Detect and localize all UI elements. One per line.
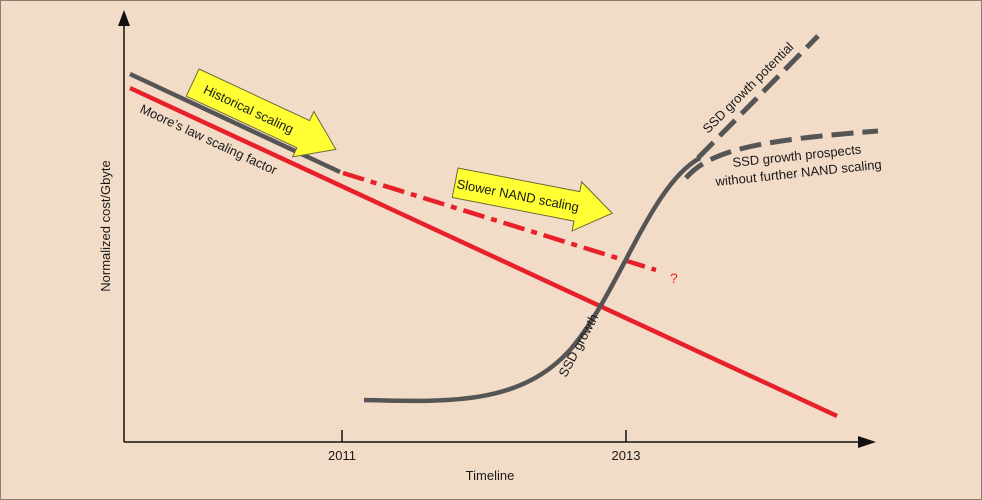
y-axis-label: Normalized cost/Gbyte (98, 160, 113, 292)
x-tick-label-2013: 2013 (612, 448, 641, 463)
slower-arrow-shape (451, 167, 614, 232)
historical-scaling-line (129, 71, 341, 175)
ssd-growth-prospects-line (684, 128, 879, 180)
moores-law-line (129, 85, 838, 419)
x-tick-label-2011: 2011 (328, 448, 356, 463)
historical-arrow-shape (185, 68, 337, 158)
ssd-growth-label: SSD growth (555, 311, 601, 379)
historical-scaling-arrow: Historical scaling (185, 68, 337, 158)
ssd-growth-curve (363, 156, 702, 404)
x-axis-arrowhead (858, 436, 876, 448)
slower-scaling-arrow: Slower NAND scaling (451, 167, 614, 232)
axes (118, 10, 876, 448)
y-axis-arrowhead (118, 10, 130, 26)
slower-nand-scaling-line (342, 170, 657, 273)
x-axis-label: Timeline (466, 468, 515, 483)
ssd-growth-potential-line (696, 34, 820, 160)
question-mark-label: ? (670, 270, 678, 286)
ssd-growth-potential-label: SSD growth potential (700, 39, 797, 136)
